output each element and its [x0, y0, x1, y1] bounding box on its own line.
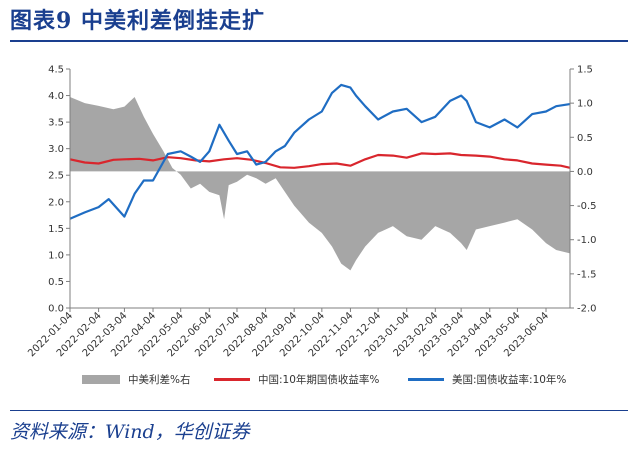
right-tick-label: 1.0 [577, 99, 593, 110]
right-tick-label: -0.5 [577, 201, 597, 212]
right-tick-label: -1.0 [577, 235, 597, 246]
right-tick-label: 1.5 [577, 65, 593, 76]
right-tick-label: -1.5 [577, 269, 597, 280]
legend-item-china: 中国:10年期国债收益率% [214, 372, 379, 387]
footer-rule [10, 410, 628, 411]
legend-swatch-us [408, 378, 444, 381]
chart-legend: 中美利差%右 中国:10年期国债收益率% 美国:国债收益率:10年% [0, 370, 640, 392]
left-tick-label: 0.0 [48, 304, 64, 315]
left-tick-label: 1.0 [48, 250, 64, 261]
left-tick-label: 3.0 [48, 144, 64, 155]
china-10y-line [69, 152, 571, 169]
legend-label-spread: 中美利差%右 [128, 374, 191, 386]
left-tick-label: 1.5 [48, 224, 64, 235]
right-tick-label: 0.0 [577, 167, 593, 178]
legend-label-china: 中国:10年期国债收益率% [258, 374, 380, 386]
right-tick-label: -2.0 [577, 304, 597, 315]
left-tick-label: 4.0 [48, 91, 64, 102]
spread-area-layer [70, 97, 570, 271]
chart-title: 图表9 中美利差倒挂走扩 [10, 8, 265, 34]
yield-lines-layer [69, 83, 571, 220]
left-tick-label: 2.0 [48, 197, 64, 208]
left-tick-label: 3.5 [48, 118, 64, 129]
left-tick-label: 0.5 [48, 277, 64, 288]
right-tick-label: 0.5 [577, 133, 593, 144]
left-tick-label: 4.5 [48, 65, 64, 76]
legend-swatch-china [214, 378, 250, 381]
title-underline [10, 40, 628, 42]
legend-item-us: 美国:国债收益率:10年% [408, 372, 566, 387]
legend-item-spread: 中美利差%右 [82, 372, 190, 387]
source-note: 资料来源：Wind，华创证券 [10, 421, 250, 443]
legend-label-us: 美国:国债收益率:10年% [452, 374, 567, 386]
spread-area [70, 97, 570, 271]
legend-swatch-spread [82, 375, 120, 384]
left-tick-label: 2.5 [48, 171, 64, 182]
spread-chart: 0.0 0.5 1.0 1.5 2.0 2.5 3.0 3.5 4.0 4.5 -2.0 -1.5 -1… [26, 65, 597, 360]
us-10y-line [69, 83, 571, 220]
